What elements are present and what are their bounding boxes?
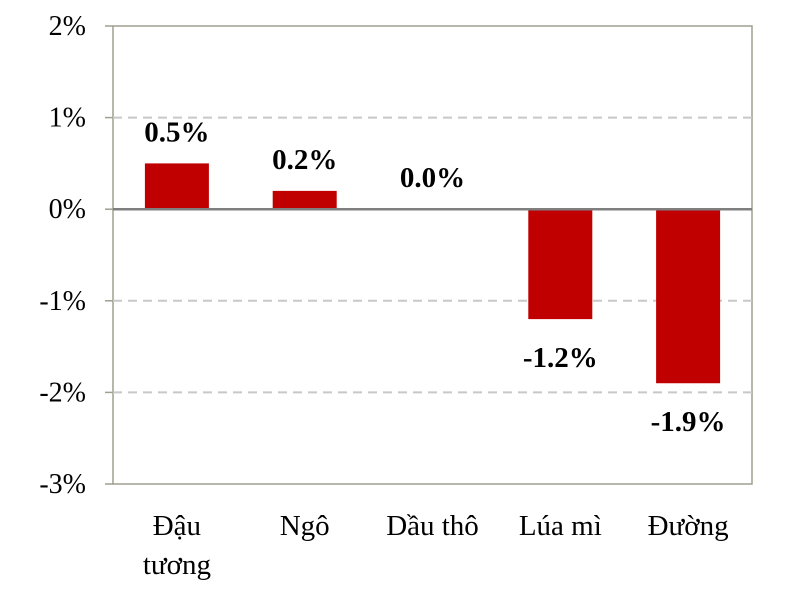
- data-label: -1.2%: [523, 342, 598, 374]
- bars: [144, 163, 721, 384]
- data-label: 0.5%: [144, 116, 209, 148]
- y-tick-label: 0%: [49, 194, 86, 225]
- data-label: 0.0%: [400, 162, 465, 194]
- y-tick-label: 1%: [49, 103, 86, 134]
- y-tick-label: -1%: [39, 286, 86, 317]
- gridlines: [113, 116, 752, 394]
- category-label: Dầu thô: [386, 510, 479, 542]
- y-tick-label: -3%: [39, 469, 86, 500]
- y-tick-label: 2%: [49, 11, 86, 42]
- x-axis-categories: Đậu tương Ngô Dầu thô Lúa mì Đường: [143, 510, 729, 581]
- plot-frame: [112, 25, 753, 485]
- bar: [656, 209, 721, 384]
- y-tick-label: -2%: [39, 377, 86, 408]
- bar: [144, 163, 209, 210]
- category-label: tương: [143, 549, 211, 581]
- bar: [272, 190, 337, 210]
- data-label: -1.9%: [651, 406, 726, 438]
- data-labels: 0.5% 0.2% 0.0% -1.2% -1.9%: [144, 116, 725, 438]
- category-label: Lúa mì: [519, 510, 602, 542]
- data-label: 0.2%: [272, 144, 337, 176]
- category-label: Đường: [648, 510, 729, 542]
- bar: [528, 209, 593, 320]
- y-axis-ticks: 2% 1% 0% -1% -2% -3%: [39, 11, 113, 500]
- category-label: Ngô: [280, 510, 330, 542]
- category-label: Đậu: [153, 510, 201, 542]
